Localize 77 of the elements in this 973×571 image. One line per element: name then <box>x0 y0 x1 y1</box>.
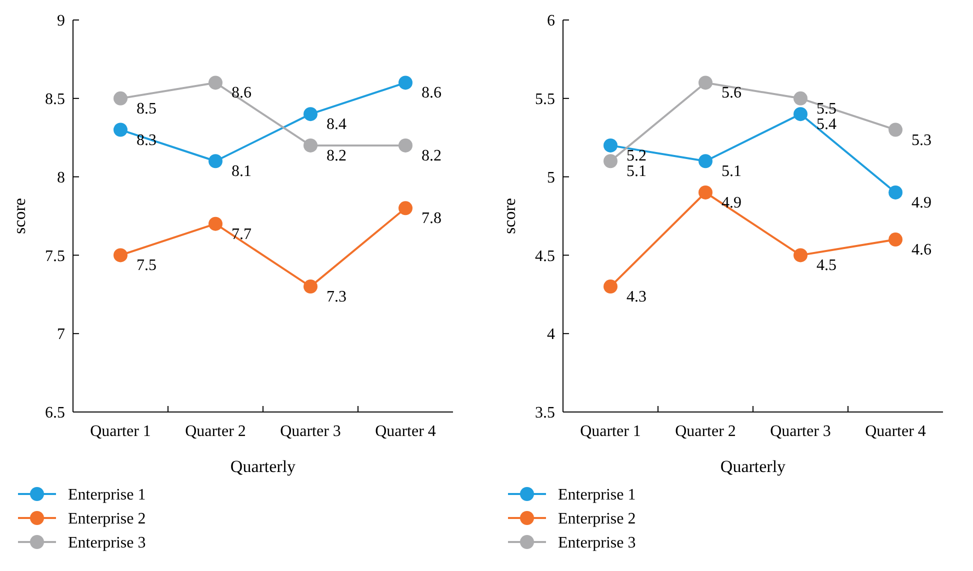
legend-label: Enterprise 3 <box>68 534 146 552</box>
x-axis-title: Quarterly <box>720 457 786 476</box>
legend-label: Enterprise 1 <box>558 486 636 504</box>
data-label: 5.3 <box>912 132 932 149</box>
point <box>398 76 412 90</box>
data-label: 8.4 <box>326 116 346 134</box>
point <box>794 91 808 106</box>
data-label: 7.3 <box>326 288 346 306</box>
data-label: 4.5 <box>816 257 836 274</box>
point <box>698 154 712 168</box>
point <box>114 248 128 262</box>
y-axis-title: score <box>500 198 519 234</box>
point <box>304 280 318 294</box>
point <box>208 154 222 168</box>
point <box>208 76 222 90</box>
y-tick-label: 4 <box>547 326 555 344</box>
data-label: 5.1 <box>722 163 742 180</box>
data-label: 8.2 <box>326 147 346 164</box>
y-tick-label: 7.5 <box>45 248 65 265</box>
point <box>208 216 222 231</box>
x-tick-label: Quarter 1 <box>90 423 151 440</box>
point <box>888 122 902 137</box>
point <box>398 201 412 216</box>
y-tick-label: 6.5 <box>45 404 65 422</box>
point <box>698 185 712 200</box>
legend-label: Enterprise 2 <box>68 510 146 528</box>
point <box>114 122 128 137</box>
data-label: 8.6 <box>232 84 252 102</box>
x-tick-label: Quarter 1 <box>580 423 641 440</box>
data-label: 5.4 <box>816 116 836 134</box>
y-tick-label: 7 <box>57 326 65 344</box>
point <box>604 154 618 168</box>
y-tick-label: 5 <box>547 169 555 186</box>
x-axis-title: Quarterly <box>230 457 296 476</box>
point <box>698 76 712 90</box>
data-label: 8.6 <box>422 84 442 102</box>
x-tick-label: Quarter 4 <box>865 423 926 440</box>
data-label: 5.2 <box>626 147 646 164</box>
x-tick-label: Quarter 3 <box>770 423 831 440</box>
point <box>604 280 618 294</box>
data-label: 5.6 <box>722 84 742 102</box>
x-tick-label: Quarter 2 <box>185 423 246 440</box>
x-tick-label: Quarter 4 <box>375 423 436 440</box>
data-label: 4.9 <box>912 194 932 212</box>
data-label: 7.8 <box>422 210 442 228</box>
point <box>304 107 318 122</box>
point <box>304 138 318 152</box>
legend-label: Enterprise 2 <box>558 510 636 528</box>
y-axis-title: score <box>10 198 29 234</box>
y-tick-label: 9 <box>57 12 65 30</box>
point <box>794 248 808 262</box>
data-label: 4.3 <box>626 288 646 306</box>
data-label: 4.9 <box>722 194 742 212</box>
data-label: 8.2 <box>422 147 442 164</box>
point <box>888 232 902 247</box>
data-label: 8.5 <box>136 100 156 118</box>
y-tick-label: 6 <box>547 12 555 30</box>
y-tick-label: 4.5 <box>535 248 555 265</box>
legend-label: Enterprise 1 <box>68 486 146 504</box>
point <box>398 138 412 152</box>
legend-label: Enterprise 3 <box>558 534 636 552</box>
y-tick-label: 5.5 <box>535 91 555 108</box>
data-label: 7.7 <box>232 226 252 243</box>
data-label: 5.5 <box>816 100 836 118</box>
data-label: 7.5 <box>136 257 156 274</box>
point <box>888 185 902 200</box>
x-tick-label: Quarter 3 <box>280 423 341 440</box>
x-tick-label: Quarter 2 <box>675 423 736 440</box>
point <box>114 91 128 106</box>
data-label: 4.6 <box>912 242 932 259</box>
y-tick-label: 8 <box>57 169 65 186</box>
point <box>794 107 808 122</box>
point <box>604 138 618 152</box>
data-label: 8.1 <box>232 163 252 180</box>
y-tick-label: 3.5 <box>535 404 555 422</box>
y-tick-label: 8.5 <box>45 91 65 108</box>
data-label: 5.1 <box>626 163 646 180</box>
